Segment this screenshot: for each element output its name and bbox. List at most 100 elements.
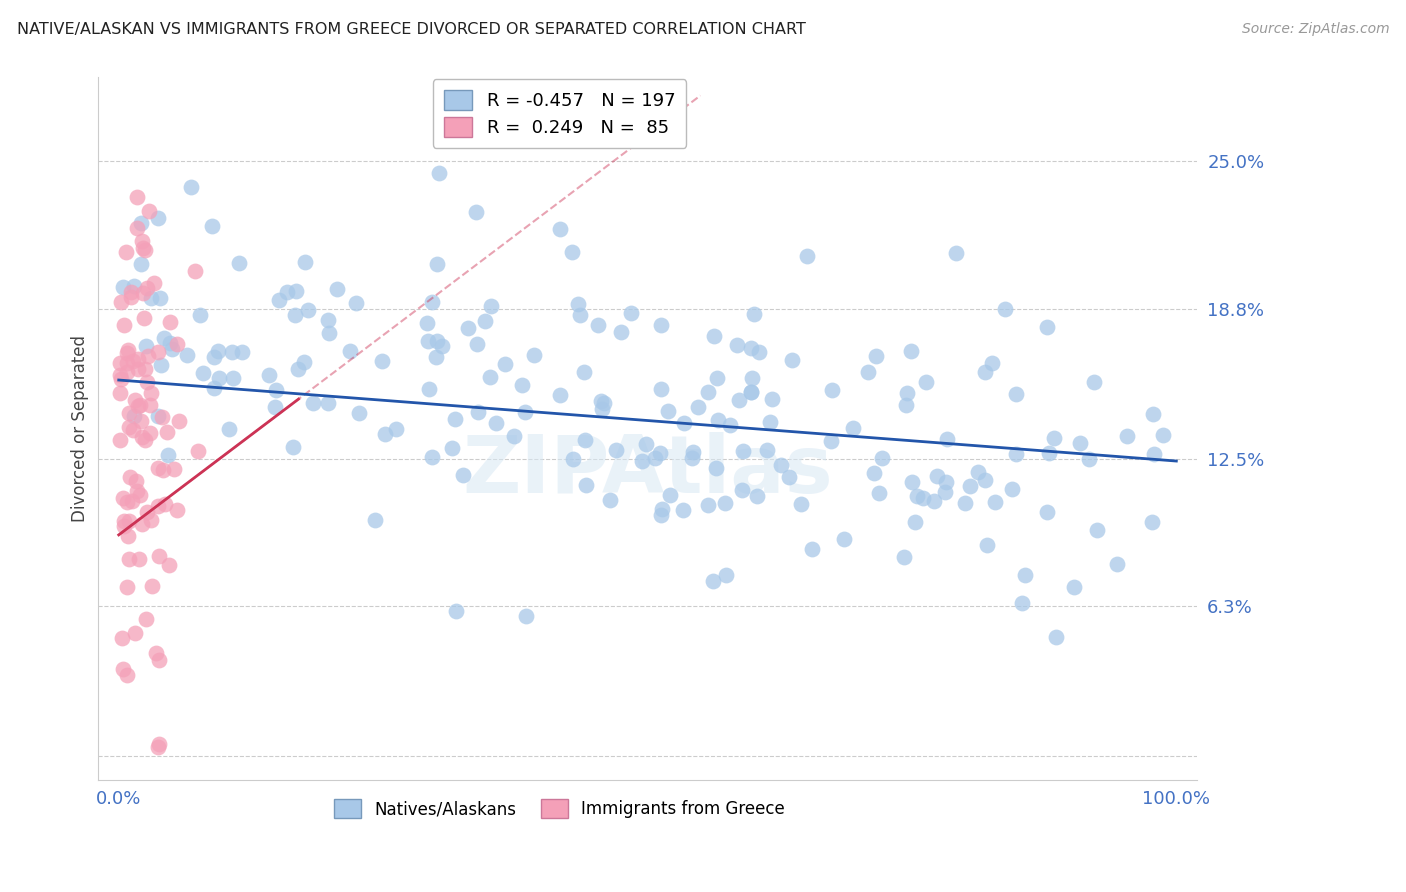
Point (591, 401, 613, 416)
Point (135, 338, 157, 352)
Point (218, 422, 240, 436)
Point (153, 331, 176, 345)
Point (222, 371, 245, 385)
Point (117, 343, 139, 357)
Point (257, 368, 280, 382)
Point (167, 414, 190, 428)
Point (620, 306, 643, 320)
Point (915, 376, 938, 390)
Point (124, 409, 146, 423)
Point (112, 491, 135, 505)
Point (180, 180, 202, 194)
Point (801, 542, 824, 557)
Point (1005, 386, 1028, 401)
Point (650, 318, 672, 332)
Point (117, 419, 139, 434)
Point (136, 280, 159, 294)
Point (515, 609, 537, 624)
Point (976, 539, 998, 553)
Point (1045, 630, 1067, 644)
Point (901, 475, 924, 490)
Point (121, 493, 143, 508)
Point (263, 400, 285, 414)
Point (385, 421, 408, 435)
Point (761, 392, 783, 406)
Point (146, 344, 169, 359)
Point (131, 235, 153, 249)
Point (111, 631, 134, 645)
Point (1014, 568, 1036, 582)
Point (457, 321, 479, 335)
Point (115, 355, 138, 369)
Point (1142, 408, 1164, 422)
Point (981, 356, 1004, 370)
Point (706, 371, 728, 385)
Point (572, 364, 595, 378)
Point (1078, 452, 1101, 467)
Point (790, 497, 813, 511)
Point (974, 473, 997, 487)
Point (125, 483, 148, 498)
Point (159, 336, 181, 351)
Point (127, 220, 149, 235)
Point (115, 346, 138, 360)
Point (1036, 505, 1059, 519)
Point (148, 549, 170, 563)
Y-axis label: Divorced or Separated: Divorced or Separated (72, 335, 89, 523)
Point (474, 313, 496, 327)
Point (264, 384, 287, 398)
Point (122, 423, 145, 437)
Point (294, 255, 316, 269)
Point (780, 352, 803, 367)
Point (120, 289, 142, 303)
Point (820, 434, 842, 448)
Point (592, 396, 614, 410)
Point (1069, 436, 1091, 450)
Point (131, 430, 153, 444)
Point (124, 625, 146, 640)
Point (131, 516, 153, 531)
Point (141, 291, 163, 305)
Point (139, 386, 162, 401)
Point (974, 364, 997, 378)
Point (548, 388, 571, 402)
Point (651, 502, 673, 516)
Point (118, 406, 141, 420)
Point (129, 488, 152, 502)
Point (152, 463, 174, 477)
Point (494, 357, 516, 371)
Point (778, 470, 800, 484)
Point (148, 653, 170, 667)
Point (703, 329, 725, 343)
Point (108, 433, 131, 447)
Point (128, 552, 150, 566)
Point (479, 299, 502, 313)
Point (1087, 523, 1109, 537)
Point (138, 204, 160, 219)
Point (283, 309, 305, 323)
Point (927, 469, 949, 483)
Point (681, 450, 703, 465)
Point (1107, 558, 1129, 572)
Point (110, 372, 132, 386)
Point (110, 295, 132, 310)
Point (605, 442, 627, 457)
Point (208, 371, 231, 385)
Point (567, 297, 589, 311)
Point (148, 461, 170, 475)
Point (740, 384, 762, 399)
Point (228, 256, 250, 270)
Point (150, 410, 173, 425)
Point (631, 454, 654, 468)
Point (945, 245, 967, 260)
Point (127, 362, 149, 376)
Point (682, 445, 704, 459)
Point (1140, 515, 1163, 529)
Point (1005, 447, 1028, 461)
Point (1143, 447, 1166, 461)
Point (896, 386, 918, 401)
Point (650, 446, 672, 460)
Point (374, 427, 396, 442)
Point (117, 529, 139, 543)
Point (141, 513, 163, 527)
